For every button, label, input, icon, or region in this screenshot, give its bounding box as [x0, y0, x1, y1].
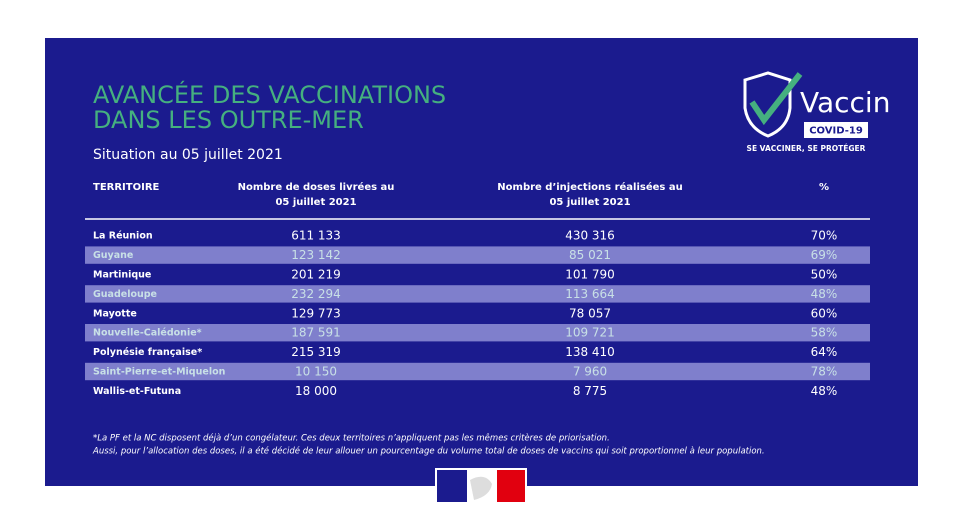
- check: [749, 72, 803, 126]
- column-header: Nombre de doses livrées au 05 juillet 202…: [238, 181, 395, 208]
- territory: Nouvelle-Calédonie*: [93, 328, 202, 339]
- column-header: Nombre d’injections réalisées au 05 juill…: [497, 181, 682, 208]
- title-line: DANS LES OUTRE-MER: [93, 106, 364, 134]
- title-line: AVANCÉE DES VACCINATIONS: [93, 80, 446, 109]
- row-band: [85, 362, 870, 381]
- header-line: Nombre de doses livrées au: [238, 181, 395, 193]
- footnote: *La PF et la NC disposent déjà d’un cong…: [93, 433, 610, 444]
- cell: 7 960: [573, 365, 607, 379]
- cell: 215 319: [291, 345, 341, 359]
- territory: Martinique: [93, 270, 151, 281]
- cell: 64%: [811, 345, 838, 359]
- cell: 48%: [811, 287, 838, 301]
- cell: 611 133: [291, 229, 341, 243]
- cell: 123 142: [291, 248, 341, 262]
- territory: Wallis-et-Futuna: [93, 386, 181, 397]
- cell: 430 316: [565, 229, 615, 243]
- marianne: [470, 476, 492, 500]
- header-line: 05 juillet 2021: [275, 197, 356, 208]
- cell: 78%: [811, 365, 838, 379]
- footnote: Aussi, pour l’allocation des doses, il a…: [92, 446, 765, 457]
- cell: 50%: [811, 268, 838, 282]
- cell: 138 410: [565, 345, 615, 359]
- logo-badge: COVID-19: [809, 126, 863, 137]
- territory: La Réunion: [93, 231, 153, 242]
- cell: 113 664: [565, 287, 615, 301]
- table: TERRITOIRE Nombre de doses livrées au 05 j…: [85, 181, 870, 398]
- republique-logo: [435, 468, 527, 504]
- cell: 60%: [811, 306, 838, 320]
- territory: Guadeloupe: [93, 289, 157, 300]
- cell: 8 775: [573, 384, 607, 398]
- flag-red: [497, 470, 525, 502]
- cell: 101 790: [565, 268, 615, 282]
- cell: 109 721: [565, 326, 615, 340]
- column-header: TERRITOIRE: [93, 182, 160, 193]
- territory: Guyane: [93, 250, 133, 261]
- header-line: TERRITOIRE: [93, 182, 160, 193]
- cell: 58%: [811, 326, 838, 340]
- territory: Mayotte: [93, 308, 137, 319]
- header-line: Nombre d’injections réalisées au: [497, 181, 682, 193]
- cell: 85 021: [569, 248, 611, 262]
- shield: [743, 71, 792, 138]
- cell: 70%: [811, 229, 838, 243]
- header-line: 05 juillet 2021: [549, 197, 630, 208]
- row-band: [85, 285, 870, 303]
- vaccin-logo: Vaccin COVID-19 SE VACCINER, SE PROTÉGER: [743, 71, 890, 153]
- cell: 48%: [811, 384, 838, 398]
- territory: Polynésie française*: [93, 347, 202, 358]
- cell: 18 000: [295, 384, 337, 398]
- territory: Saint-Pierre-et-Miquelon: [93, 367, 226, 378]
- logo-word: Vaccin: [800, 86, 890, 119]
- row-band: [85, 246, 870, 264]
- cell: 78 057: [569, 306, 611, 320]
- cell: 129 773: [291, 306, 341, 320]
- logo-tagline: SE VACCINER, SE PROTÉGER: [747, 144, 866, 153]
- cell: 10 150: [295, 365, 337, 379]
- row-band: [85, 324, 870, 342]
- subtitle: Situation au 05 juillet 2021: [93, 147, 283, 163]
- cell: 69%: [811, 248, 838, 262]
- header-line: %: [819, 182, 829, 193]
- flag-blue: [437, 470, 467, 502]
- column-header: %: [819, 182, 829, 193]
- cell: 232 294: [291, 287, 341, 301]
- cell: 201 219: [291, 268, 341, 282]
- badge-bg: [804, 122, 868, 138]
- cell: 187 591: [291, 326, 341, 340]
